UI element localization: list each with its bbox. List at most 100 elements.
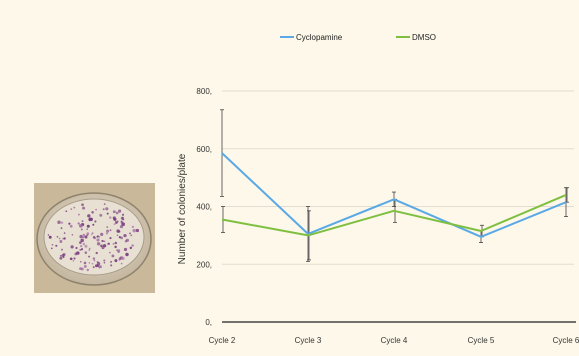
series-line-dmso: [221, 193, 567, 237]
colony-spot: [124, 240, 128, 243]
x-tick-label: Cycle 3: [295, 336, 322, 345]
colony-spot: [82, 206, 86, 210]
petri-dish-photo: [34, 183, 155, 293]
x-tick-labels: Cycle 2 Cycle 3 Cycle 4 Cycle 5 Cycle 6: [209, 336, 579, 345]
colony-spot: [102, 208, 105, 211]
colony-spot: [73, 206, 76, 209]
legend-label-dmso: DMSO: [412, 33, 436, 42]
colony-spot: [82, 242, 86, 246]
colony-spot: [86, 232, 90, 235]
colony-spot: [101, 245, 105, 250]
colony-spot: [80, 267, 84, 271]
colony-spot: [105, 207, 109, 211]
colony-spot: [99, 213, 103, 217]
colony-spot: [91, 211, 94, 214]
colony-spot: [56, 235, 59, 238]
colony-spot: [80, 261, 82, 263]
colony-spot: [118, 258, 121, 261]
colony-spot: [96, 235, 100, 238]
colony-spot: [132, 228, 136, 233]
colony-spot: [62, 256, 65, 259]
colony-spot: [103, 259, 106, 262]
x-tick-label: Cycle 2: [209, 336, 236, 345]
colony-spot: [92, 223, 95, 226]
colony-spot: [130, 234, 133, 237]
colony-spot: [91, 232, 94, 235]
colony-spot: [96, 238, 100, 242]
y-axis-label: Number of colonies/plate: [177, 153, 188, 264]
colony-spot: [120, 262, 123, 265]
colony-spot: [80, 238, 84, 243]
colony-spot: [112, 210, 116, 214]
colony-spot: [106, 229, 110, 233]
colony-spot: [83, 264, 87, 268]
colony-spot: [107, 243, 109, 245]
colony-spot: [62, 238, 64, 240]
colony-spot: [73, 257, 76, 260]
colony-spot: [118, 209, 122, 213]
y-tick-label: 200,: [196, 260, 212, 269]
colony-spot: [60, 221, 64, 224]
colony-spot: [69, 224, 73, 228]
colony-spot: [109, 229, 112, 232]
y-tick-label: 0,: [205, 318, 212, 327]
colony-spot: [88, 249, 91, 251]
colony-spot: [82, 233, 86, 237]
colony-spot: [129, 246, 132, 250]
colony-spot: [79, 224, 83, 228]
colony-spot: [123, 233, 127, 238]
colony-spot: [58, 237, 61, 240]
colony-spot: [131, 244, 134, 247]
colony-spot: [116, 229, 120, 233]
y-tick-labels: 0, 200, 400, 600, 800,: [196, 87, 212, 327]
colony-spot: [77, 213, 80, 216]
colony-spot: [87, 214, 91, 218]
colony-spot: [116, 234, 119, 236]
colony-spot: [70, 245, 74, 249]
colony-spot: [86, 228, 88, 230]
colony-spot: [103, 240, 106, 243]
colony-spot: [92, 236, 96, 239]
colony-spots: [47, 203, 140, 272]
error-bars: [220, 109, 569, 262]
colony-spot: [51, 243, 54, 246]
colony-spot: [120, 236, 123, 240]
colony-spot: [121, 213, 125, 216]
colony-spot: [84, 235, 88, 239]
colony-spot: [113, 217, 117, 221]
colony-spot: [123, 247, 128, 252]
colony-spot: [50, 247, 53, 250]
colony-spot: [115, 220, 117, 223]
y-tick-label: 600,: [196, 145, 212, 154]
colony-spot: [81, 203, 84, 207]
colony-spot: [61, 248, 63, 251]
x-tick-label: Cycle 4: [381, 336, 408, 345]
colony-spot: [79, 234, 83, 239]
x-tick-label: Cycle 5: [468, 336, 495, 345]
colony-spot: [106, 226, 108, 228]
colony-spot: [88, 217, 92, 222]
colony-spot: [120, 216, 124, 220]
colony-spot: [110, 264, 113, 267]
legend-label-cyclopamine: Cyclopamine: [296, 33, 343, 42]
colony-spot: [63, 237, 66, 240]
colony-spot: [95, 208, 97, 211]
series-line-cyclopamine: [221, 152, 567, 238]
colony-spot: [110, 260, 113, 263]
colony-spot: [86, 224, 90, 228]
colony-spot: [112, 243, 115, 245]
colony-spot: [106, 212, 109, 215]
colony-spot: [63, 232, 66, 234]
colony-spot: [129, 232, 131, 235]
colony-spot: [80, 248, 84, 251]
colony-spot: [98, 265, 102, 269]
colony-spot: [114, 241, 118, 245]
colony-spot: [93, 259, 96, 262]
colony-spot: [83, 261, 87, 265]
colony-spot: [71, 233, 74, 236]
colony-spot: [117, 249, 121, 253]
colony-spot: [113, 223, 116, 226]
colony-spot: [55, 244, 58, 247]
colony-spot: [118, 236, 121, 239]
